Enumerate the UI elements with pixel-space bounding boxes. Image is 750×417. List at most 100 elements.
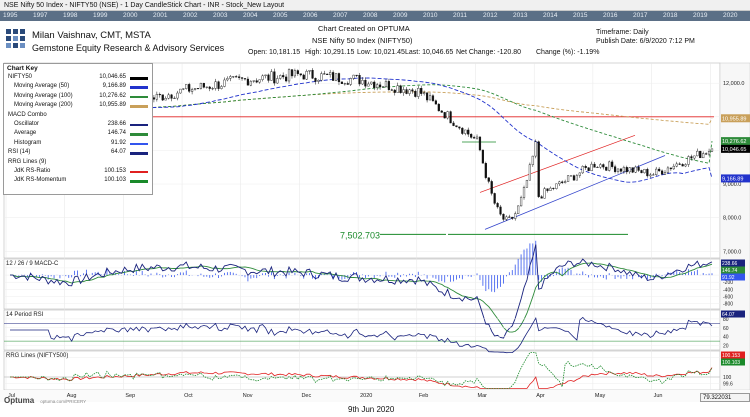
candle-body [414,90,417,97]
candle-body [290,69,294,77]
sub-last-label: 64.07 [722,312,735,318]
candle-body [496,203,499,208]
timeline-year[interactable]: 2017 [633,12,648,19]
candle-body [223,79,226,87]
candle-body [255,80,258,83]
timeline-year[interactable]: 2008 [363,12,378,19]
candle-body [334,73,338,81]
support-low-label: 7,502.703 [340,230,380,240]
candle-body [549,187,552,191]
candle-body [376,84,379,88]
timeline-year[interactable]: 1999 [93,12,108,19]
timeline-year[interactable]: 1997 [33,12,48,19]
chart-key-swatch [130,86,148,89]
macd-oscillator-line [10,244,713,339]
sub-last-label-box [721,266,745,274]
candle-body [358,75,361,85]
candle-body [499,206,502,215]
candle-body [631,167,634,173]
timeline-year[interactable]: 2013 [513,12,528,19]
candle-body [575,175,578,181]
timeline-year[interactable]: 1995 [3,12,18,19]
candle-body [602,164,605,168]
timeline-year[interactable]: 2012 [483,12,498,19]
candle-body [637,166,640,171]
timeline-year[interactable]: 1998 [63,12,78,19]
candle-body [584,166,587,168]
timeline-year[interactable]: 2002 [183,12,198,19]
candle-body [211,88,214,90]
candle-body [558,181,561,185]
timeline-year[interactable]: 2020 [723,12,738,19]
price-last-label: 10,955.89 [722,116,746,122]
candle-body [293,70,297,77]
candle-body [364,79,367,87]
candle-body [264,74,267,77]
chart-key-row: RRG Lines (9) [4,158,152,167]
timeline-year[interactable]: 2001 [153,12,168,19]
price-last-label-box [721,114,750,123]
chart-key-value: 9,166.89 [102,83,126,90]
sub-y-tick-label: 40 [723,335,729,341]
chart-key-value: 10,046.65 [99,74,126,80]
timeline-year[interactable]: 2011 [453,12,467,19]
candle-body [396,85,399,93]
last-value: Last: 10,046.65 [405,49,454,56]
chart-key-swatch [130,180,148,183]
candle-body [546,188,549,191]
candle-body [649,174,652,177]
candle-body [352,74,355,79]
chart-key-row: Oscillator 238.66 [4,120,152,129]
timeline-year[interactable]: 2004 [243,12,258,19]
candle-body [381,86,385,88]
timeline-year[interactable]: 2014 [543,12,558,19]
candle-body [590,163,593,172]
candle-body [240,77,244,79]
sub-last-label-box [721,310,745,318]
candle-body [475,136,479,139]
sub-y-tick-label: 60 [723,326,729,332]
timeline-year[interactable]: 2006 [303,12,318,19]
sub-last-label-box [721,259,745,267]
timeline-year[interactable]: 2019 [693,12,708,19]
timeline-year[interactable]: 2005 [273,12,288,19]
ma100-line [9,84,713,164]
price-last-label-box [721,174,750,183]
timeline-year[interactable]: 2009 [393,12,408,19]
candle-body [302,74,305,80]
x-tick-label: Aug [67,393,77,399]
timeline-year[interactable]: 2010 [423,12,438,19]
candle-body [373,81,376,88]
panel-title: RRG Lines (NIFTY500) [6,353,68,359]
candle-body [311,69,314,79]
candle-body [258,79,261,83]
candle-body [420,88,423,94]
timeline-year[interactable]: 2007 [333,12,348,19]
timeline-year[interactable]: 2015 [573,12,588,19]
timeline-year[interactable]: 2000 [123,12,138,19]
chart-key-value: 10,955.89 [99,102,126,109]
candle-body [196,88,200,90]
chart-key-label: Histogram [14,139,42,146]
cursor-readout: 79.322031 [700,393,750,402]
panel-title: 12 / 26 / 9 MACD-C [6,261,59,267]
candle-body [246,78,250,86]
chart-key-label: Moving Average (200) [14,102,73,109]
candle-body [634,166,637,173]
timeline-year[interactable]: 2018 [663,12,678,19]
candle-body [690,156,693,159]
timeline-year[interactable]: 2003 [213,12,228,19]
price-last-label: 10,046.65 [722,147,746,153]
year-timeline[interactable]: 1995 1997 1998 1999 2000 2001 2002 2003 2004 2005… [0,11,750,21]
candle-body [317,79,320,82]
candle-body [393,89,396,93]
sub-y-tick-label: 80 [723,317,729,323]
timeline-year[interactable]: 2016 [603,12,618,19]
chart-key-label: JdK RS-Ratio [14,167,51,174]
candle-body [487,177,490,182]
candle-body [578,172,581,176]
sub-last-label: 146.74 [722,268,738,274]
candle-body [611,161,614,167]
chart-key-label: Average [14,130,37,137]
